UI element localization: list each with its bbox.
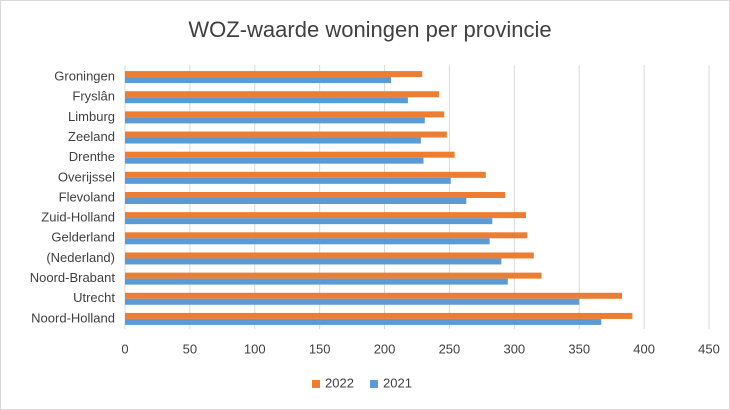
bar	[125, 292, 623, 299]
y-tick-label: Zeeland	[68, 129, 115, 144]
x-tick-label: 50	[183, 341, 197, 356]
bar	[125, 171, 486, 178]
x-tick-label: 150	[309, 341, 331, 356]
y-tick-label: (Nederland)	[46, 250, 115, 265]
x-tick-label: 400	[633, 341, 655, 356]
bar	[125, 212, 527, 219]
bar	[125, 131, 447, 138]
chart-title: WOZ-waarde woningen per provincie	[188, 17, 551, 42]
y-tick-label: Flevoland	[59, 189, 115, 204]
bar	[125, 198, 467, 204]
x-tick-label: 250	[439, 341, 461, 356]
bar	[125, 91, 440, 98]
bar	[125, 298, 580, 305]
bar	[125, 71, 423, 78]
x-tick-label: 200	[374, 341, 396, 356]
x-tick-label: 100	[244, 341, 266, 356]
legend-label: 2022	[325, 375, 354, 390]
y-tick-label: Zuid-Holland	[41, 210, 115, 225]
bar	[125, 151, 455, 158]
legend-label: 2021	[383, 375, 412, 390]
bar	[125, 111, 445, 118]
bar	[125, 97, 408, 104]
bar	[125, 177, 451, 184]
bar	[125, 232, 528, 239]
legend-swatch	[370, 380, 378, 388]
bar	[125, 157, 424, 164]
y-tick-label: Noord-Holland	[31, 310, 115, 325]
y-tick-label: Fryslân	[72, 89, 115, 104]
bar	[125, 252, 534, 259]
x-tick-label: 0	[121, 341, 128, 356]
y-tick-label: Gelderland	[51, 230, 115, 245]
y-tick-label: Drenthe	[69, 149, 115, 164]
y-tick-label: Noord-Brabant	[30, 270, 116, 285]
y-tick-label: Overijssel	[58, 169, 115, 184]
bar	[125, 218, 493, 225]
legend-swatch	[312, 380, 320, 388]
bar	[125, 258, 502, 265]
bar	[125, 318, 602, 325]
bar	[125, 192, 506, 198]
bar	[125, 312, 633, 319]
bar	[125, 238, 490, 245]
x-tick-label: 450	[698, 341, 720, 356]
x-tick-label: 300	[503, 341, 525, 356]
bar	[125, 278, 508, 285]
y-tick-label: Groningen	[54, 69, 115, 84]
x-tick-label: 350	[568, 341, 590, 356]
bar	[125, 137, 421, 144]
bar	[125, 272, 542, 279]
y-tick-label: Utrecht	[73, 290, 115, 305]
bar	[125, 117, 425, 124]
y-tick-label: Limburg	[68, 109, 115, 124]
bar	[125, 77, 392, 84]
